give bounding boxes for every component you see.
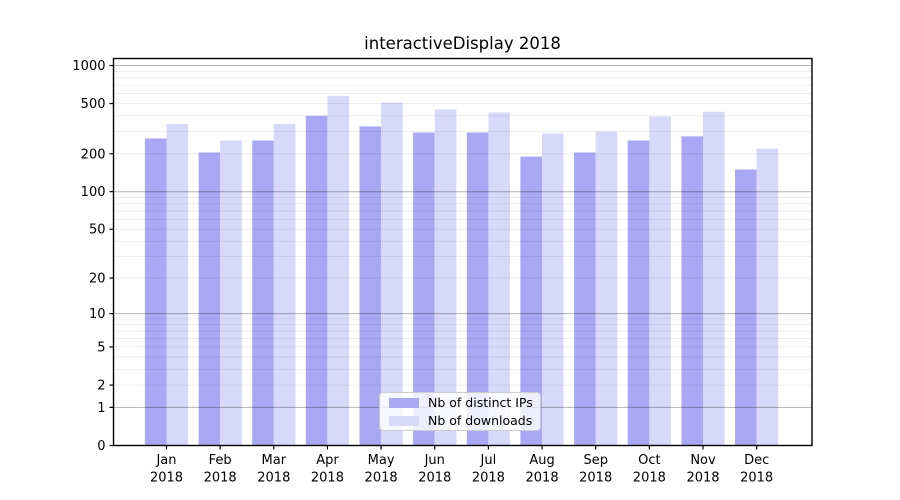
bar-apr-distinct-ips	[305, 115, 328, 446]
bar-sep-distinct-ips	[574, 152, 596, 446]
x-tick-label-year-nov: 2018	[686, 471, 719, 486]
bars-layer	[144, 95, 779, 446]
bar-apr-downloads	[327, 95, 349, 446]
bar-may-distinct-ips	[359, 126, 382, 446]
legend-row-downloads: Nb of downloads	[380, 413, 540, 428]
plot-border	[112, 57, 813, 447]
x-tick-label-year-apr: 2018	[311, 471, 344, 486]
x-tick-label-year-feb: 2018	[204, 471, 237, 486]
x-axis: Jan 2018 Feb 2018 Mar 2018 Apr 2018 May 2018 Jun 20…	[150, 445, 773, 486]
bar-feb-downloads	[220, 140, 242, 446]
x-tick-label-month-aug: Aug	[529, 453, 554, 468]
x-tick-label-month-jan: Jan	[155, 453, 176, 468]
y-tick-label-200: 200	[81, 147, 106, 162]
y-tick-label-50: 50	[89, 223, 106, 238]
y-axis: 0 1 2 5 10 20 50 100 200 500 1000	[72, 59, 114, 454]
x-tick-label-year-dec: 2018	[740, 471, 773, 486]
y-tick-label-5: 5	[97, 340, 105, 355]
bar-dec-downloads	[756, 148, 779, 446]
bar-jan-downloads	[166, 123, 189, 446]
y-tick-label-500: 500	[81, 97, 106, 112]
x-tick-label-month-nov: Nov	[690, 453, 716, 468]
bar-jul-downloads	[488, 112, 510, 446]
chart-title: interactiveDisplay 2018	[364, 34, 561, 53]
x-tick-label-month-dec: Dec	[744, 453, 769, 468]
bar-jan-distinct-ips	[144, 138, 167, 446]
bar-nov-downloads	[703, 111, 725, 446]
legend-row-distinct-ips: Nb of distinct IPs	[380, 395, 540, 410]
x-tick-label-month-oct: Oct	[638, 453, 660, 468]
bar-dec-distinct-ips	[735, 169, 757, 446]
x-tick-label-year-sep: 2018	[579, 471, 612, 486]
y-tick-label-100: 100	[81, 185, 106, 200]
legend-swatch-distinct-ips	[389, 397, 419, 408]
bar-mar-downloads	[273, 123, 296, 446]
y-tick-label-2: 2	[97, 379, 105, 394]
x-tick-label-year-jul: 2018	[472, 471, 505, 486]
y-tick-label-20: 20	[89, 272, 106, 287]
bar-may-downloads	[381, 102, 403, 446]
legend-label-downloads: Nb of downloads	[428, 413, 533, 428]
x-tick-label-year-mar: 2018	[257, 471, 290, 486]
y-tick-label-10: 10	[89, 307, 106, 322]
bar-aug-distinct-ips	[520, 156, 542, 446]
bar-jul-distinct-ips	[466, 132, 489, 446]
bar-oct-distinct-ips	[627, 140, 650, 446]
bar-mar-distinct-ips	[252, 140, 274, 446]
x-tick-label-year-jan: 2018	[150, 471, 183, 486]
bar-aug-downloads	[542, 133, 564, 446]
y-tick-label-0: 0	[97, 439, 105, 454]
x-tick-label-year-oct: 2018	[633, 471, 666, 486]
x-tick-label-year-jun: 2018	[418, 471, 451, 486]
legend-label-distinct-ips: Nb of distinct IPs	[428, 395, 533, 410]
bar-sep-downloads	[595, 131, 618, 446]
legend-swatch-downloads	[389, 415, 419, 426]
x-tick-label-month-feb: Feb	[209, 453, 232, 468]
y-tick-label-1000: 1000	[72, 59, 105, 74]
x-tick-label-month-apr: Apr	[316, 453, 339, 468]
x-tick-label-month-sep: Sep	[583, 453, 608, 468]
gridlines-layer	[113, 65, 812, 408]
bar-nov-distinct-ips	[681, 136, 703, 446]
chart-legend: Nb of distinct IPs Nb of downloads	[379, 392, 541, 431]
x-tick-label-month-may: May	[368, 453, 395, 468]
bar-feb-distinct-ips	[198, 152, 221, 446]
bar-jun-downloads	[434, 109, 457, 446]
bar-oct-downloads	[649, 116, 671, 446]
x-tick-label-month-mar: Mar	[262, 453, 287, 468]
y-tick-label-1: 1	[97, 401, 105, 416]
bar-jun-distinct-ips	[413, 132, 435, 446]
x-tick-label-month-jun: Jun	[424, 453, 445, 468]
x-tick-label-month-jul: Jul	[480, 453, 497, 468]
x-tick-label-year-may: 2018	[365, 471, 398, 486]
x-tick-label-year-aug: 2018	[526, 471, 559, 486]
